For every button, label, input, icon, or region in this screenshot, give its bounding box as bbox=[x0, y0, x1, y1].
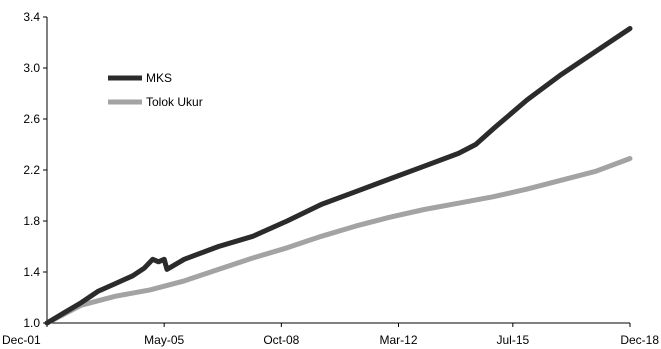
y-tick-label: 2.2 bbox=[23, 163, 40, 177]
x-tick-label: Oct-08 bbox=[263, 333, 299, 347]
y-tick-label: 1.4 bbox=[23, 265, 40, 279]
y-tick-label: 2.6 bbox=[23, 112, 40, 126]
legend-label-0: MKS bbox=[146, 71, 172, 85]
x-tick-label: Dec-01 bbox=[2, 333, 41, 347]
legend-label-1: Tolok Ukur bbox=[146, 95, 203, 109]
series-line-1 bbox=[44, 156, 633, 326]
y-tick-label: 3.4 bbox=[23, 10, 40, 24]
series-line-0 bbox=[44, 26, 633, 326]
y-axis: 1.0 1.4 1.8 2.2 2.6 3.0 3.4 bbox=[23, 10, 48, 330]
x-tick-label: May-05 bbox=[144, 333, 184, 347]
x-tick-label: Jul-15 bbox=[496, 333, 529, 347]
x-tick-label: Mar-12 bbox=[380, 333, 418, 347]
legend: MKS Tolok Ukur bbox=[108, 71, 203, 109]
x-axis: Dec-01 May-05 Oct-08 Mar-12 Jul-15 Dec-18 bbox=[2, 322, 659, 347]
y-tick-label: 1.8 bbox=[23, 214, 40, 228]
y-tick-label: 1.0 bbox=[23, 316, 40, 330]
y-tick-label: 3.0 bbox=[23, 61, 40, 75]
x-tick-label: Dec-18 bbox=[620, 333, 659, 347]
series-layer bbox=[44, 26, 633, 326]
